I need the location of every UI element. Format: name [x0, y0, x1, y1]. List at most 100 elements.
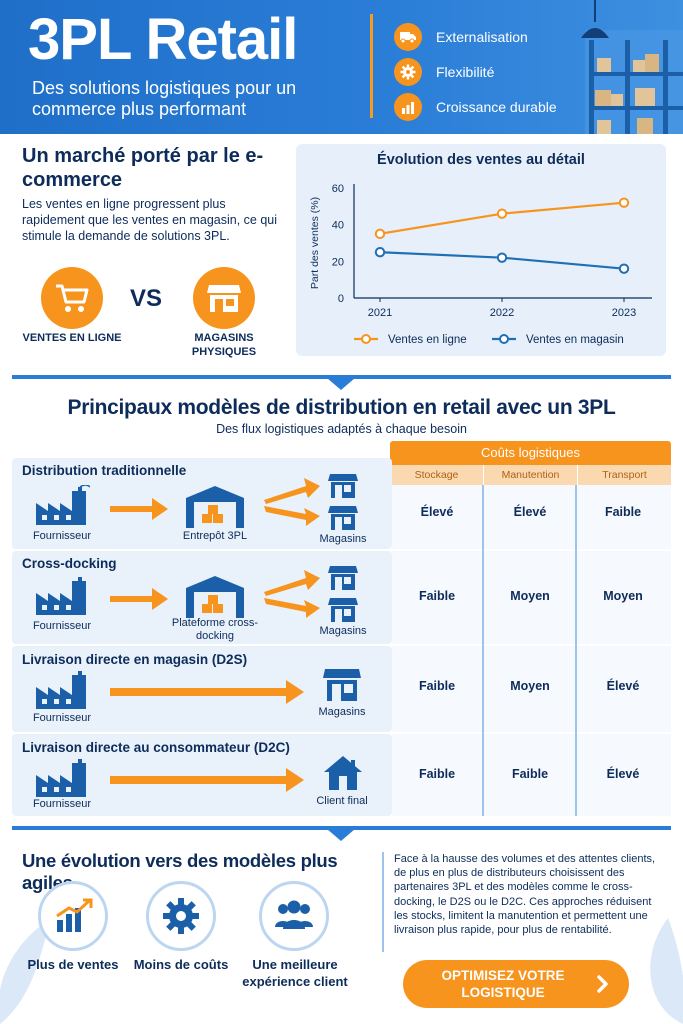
store-icon	[328, 474, 358, 498]
y-tick-label: 60	[332, 183, 344, 195]
gear-icon	[146, 881, 216, 951]
evolution-text: Face à la hausse des volumes et des atte…	[394, 853, 656, 937]
cost-cell: Faible	[418, 679, 456, 693]
leaf-decoration-icon	[650, 918, 683, 1024]
growth-chart-icon	[38, 881, 108, 951]
page-title: 3PL Retail	[28, 7, 298, 72]
feature-externalisation: Externalisation	[394, 22, 584, 52]
x-tick-label: 2021	[368, 307, 392, 319]
split-arrow-icon	[264, 570, 320, 618]
legend-marker	[499, 334, 509, 344]
market-text: Les ventes en ligne progressent plus rap…	[22, 197, 278, 243]
store-icon	[193, 267, 255, 329]
header-separator	[370, 14, 373, 118]
online-sales-label: VENTES EN LIGNE	[22, 332, 122, 344]
truck-icon	[394, 23, 422, 51]
models-subtitle: Des flux logistiques adaptés à chaque be…	[216, 422, 467, 436]
node-to: Client final	[316, 795, 368, 807]
data-point	[618, 197, 630, 208]
feature-croissance: Croissance durable	[394, 92, 584, 122]
cost-cell: Élevé	[606, 767, 640, 781]
arrow-icon	[110, 498, 168, 520]
row-title: Livraison directe en magasin (D2S)	[22, 652, 248, 667]
node-to: Magasins	[319, 533, 367, 545]
warehouse-icon	[186, 576, 244, 618]
benefit-label: Plus de ventes	[27, 957, 119, 972]
data-point	[374, 228, 386, 240]
node-from: Fournisseur	[32, 712, 92, 724]
sales-chart: Évolution des ventes au détail 0 20 40 60 20…	[296, 144, 666, 356]
feature-label: Flexibilité	[436, 64, 495, 80]
cost-cell: Élevé	[420, 505, 454, 519]
factory-icon	[36, 485, 90, 525]
warehouse-shelf-illustration	[585, 30, 683, 134]
row-title: Cross-docking	[22, 556, 117, 571]
feature-label: Externalisation	[436, 29, 528, 45]
cost-row	[392, 485, 671, 549]
factory-icon	[36, 759, 86, 797]
legend-label: Ventes en magasin	[526, 334, 624, 346]
store-icon	[328, 506, 358, 530]
cost-col-stockage: Stockage	[390, 465, 483, 485]
line-chart: 0 20 40 60 2021 2022 2023 Part des ventes (%) Ve…	[309, 183, 652, 346]
feature-flexibilite: Flexibilité	[394, 57, 584, 87]
long-arrow-icon	[110, 680, 304, 704]
warehouse-icon	[186, 486, 244, 528]
store-icon	[328, 598, 358, 622]
row-title: Livraison directe au consommateur (D2C)	[22, 740, 290, 755]
legend-marker	[361, 334, 371, 344]
divider-arrow	[327, 829, 355, 841]
node-from: Fournisseur	[32, 620, 92, 632]
cost-header: Coûts logistiques	[390, 441, 671, 465]
cost-cell: Faible	[511, 767, 549, 781]
cost-cell: Moyen	[510, 589, 550, 603]
header-banner: 3PL Retail Des solutions logistiques pou…	[0, 0, 683, 134]
cost-cell: Faible	[604, 505, 642, 519]
node-from: Fournisseur	[32, 798, 92, 810]
chevron-right-icon	[597, 975, 608, 993]
y-tick-label: 40	[332, 220, 344, 232]
page-subtitle: Des solutions logistiques pour un commer…	[32, 78, 297, 119]
cost-col-manutention: Manutention	[484, 465, 577, 485]
ceiling-lamp-icon	[581, 0, 609, 38]
legend-label: Ventes en ligne	[388, 334, 467, 346]
chart-title: Évolution des ventes au détail	[377, 152, 585, 168]
node-from: Fournisseur	[32, 530, 92, 542]
node-mid: Plateforme cross-docking	[171, 617, 259, 642]
column-line	[575, 485, 577, 816]
long-arrow-icon	[110, 768, 304, 792]
data-point	[618, 263, 630, 274]
cost-row	[392, 646, 671, 732]
node-to: Magasins	[318, 706, 366, 718]
store-icon	[328, 566, 358, 590]
column-line	[482, 485, 484, 816]
x-tick-label: 2022	[490, 307, 514, 319]
factory-icon	[36, 577, 86, 615]
physical-stores-label: MAGASINS PHYSIQUES	[191, 332, 257, 358]
y-axis-label: Part des ventes (%)	[309, 197, 321, 289]
cost-cell: Moyen	[510, 679, 550, 693]
cost-cell: Moyen	[603, 589, 643, 603]
divider-arrow	[327, 378, 355, 390]
bar-chart-icon	[394, 93, 422, 121]
split-arrow-icon	[264, 478, 320, 526]
cost-cell: Faible	[418, 767, 456, 781]
x-tick-label: 2023	[612, 307, 636, 319]
people-icon	[259, 881, 329, 951]
y-tick-label: 0	[338, 293, 344, 305]
section-divider	[12, 826, 671, 830]
store-icon	[323, 669, 361, 701]
node-to: Magasins	[319, 625, 367, 637]
versus-label: VS	[130, 285, 163, 312]
benefit-label: Une meilleure expérience client	[242, 957, 348, 989]
cart-icon	[41, 267, 103, 329]
cost-cell: Élevé	[513, 505, 547, 519]
factory-icon	[36, 671, 86, 709]
cost-row	[392, 551, 671, 644]
cost-col-transport: Transport	[578, 465, 671, 485]
market-title: Un marché porté par le e-commerce	[22, 145, 264, 191]
data-point	[374, 246, 386, 258]
node-mid: Entrepôt 3PL	[182, 530, 248, 542]
optimize-logistics-button[interactable]: OPTIMISEZ VOTRE LOGISTIQUE	[403, 960, 629, 1008]
cost-row	[392, 734, 671, 816]
